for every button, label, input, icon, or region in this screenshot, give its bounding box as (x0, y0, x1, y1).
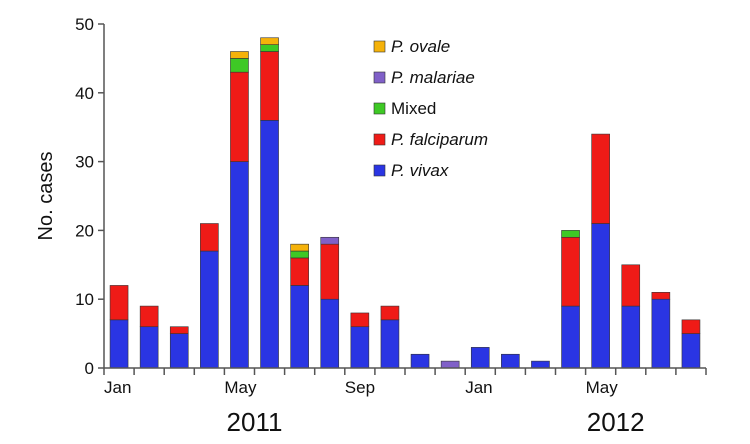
bar-segment-p-falciparum (139, 305, 159, 328)
bar-segment-p-vivax (169, 333, 189, 369)
bar-segment-p-falciparum (169, 326, 189, 334)
y-tick-label: 30 (75, 153, 94, 172)
legend: P. ovale P. malariae Mixed P. falciparum P. … (373, 37, 488, 180)
bar-segment-p-vivax (681, 333, 701, 369)
y-tick-label: 50 (75, 15, 94, 34)
bar-segment-mixed (230, 58, 249, 73)
y-axis: 0 10 20 30 40 50 (75, 15, 105, 378)
x-tick-label: Sep (345, 378, 375, 397)
x-tick-label: Jan (104, 378, 131, 397)
bar-segment-p-falciparum (230, 71, 249, 162)
bar-segment-p-falciparum (380, 305, 400, 321)
y-tick-label: 0 (85, 359, 94, 378)
bar-segment-p-malariae (320, 236, 340, 245)
bar-segment-p-vivax (591, 223, 610, 369)
bar-segment-p-vivax (139, 326, 159, 369)
bar-segment-p-falciparum (681, 319, 701, 334)
y-axis-title: No. cases (35, 152, 57, 241)
bar-segment-p-vivax (621, 305, 641, 369)
legend-label: P. malariae (391, 68, 475, 87)
y-tick-label: 10 (75, 290, 94, 309)
bar-segment-p-vivax (290, 285, 309, 369)
x-tick-label: Jan (465, 378, 492, 397)
bar-segment-p-vivax (200, 250, 219, 369)
bar-segment-p-falciparum (290, 257, 309, 286)
bar-segment-p-ovale (260, 37, 279, 45)
bar-segment-mixed (260, 44, 279, 52)
bar-segment-p-vivax (651, 298, 671, 369)
bar-segment-p-falciparum (109, 285, 129, 321)
bar-segment-p-falciparum (591, 133, 610, 224)
bar-segment-p-vivax (230, 161, 249, 369)
bar-segment-p-falciparum (260, 51, 279, 121)
legend-label: P. vivax (391, 161, 449, 180)
bar-segment-p-vivax (380, 319, 400, 369)
legend-swatch (373, 40, 386, 53)
legend-swatch (373, 102, 386, 115)
x-axis: Jan May Sep Jan May 2011 2012 (103, 367, 707, 437)
bar-segment-p-malariae (440, 360, 460, 369)
bar-segment-p-falciparum (350, 312, 370, 328)
bar-segment-p-vivax (501, 353, 520, 369)
legend-label: P. falciparum (391, 130, 488, 149)
legend-swatch (373, 164, 386, 177)
bar-segment-p-vivax (470, 347, 490, 369)
year-label: 2011 (227, 407, 283, 437)
legend-swatch (373, 133, 386, 146)
year-label: 2012 (587, 407, 645, 437)
bar-segment-mixed (561, 230, 580, 238)
bar-segment-p-vivax (350, 326, 370, 369)
y-tick-label: 20 (75, 221, 94, 240)
y-tick-label: 40 (75, 84, 94, 103)
legend-label: P. ovale (391, 37, 450, 56)
bar-segment-p-ovale (290, 243, 309, 252)
bar-segment-p-vivax (109, 319, 129, 369)
bar-segment-mixed (290, 250, 309, 259)
bar-segment-p-vivax (410, 353, 430, 369)
bars-group (109, 37, 701, 369)
legend-label: Mixed (391, 99, 436, 118)
bar-segment-p-falciparum (651, 292, 671, 300)
x-tick-label: May (224, 378, 257, 397)
bar-segment-p-falciparum (200, 223, 219, 252)
bar-segment-p-falciparum (621, 264, 641, 307)
bar-segment-p-ovale (230, 51, 249, 59)
bar-segment-p-falciparum (320, 243, 340, 300)
bar-segment-p-vivax (531, 360, 550, 369)
x-tick-label: May (586, 378, 619, 397)
bar-segment-p-falciparum (561, 236, 580, 307)
bar-segment-p-vivax (561, 305, 580, 369)
bar-segment-p-vivax (320, 298, 340, 369)
legend-swatch (373, 71, 386, 84)
bar-segment-p-vivax (260, 120, 279, 369)
